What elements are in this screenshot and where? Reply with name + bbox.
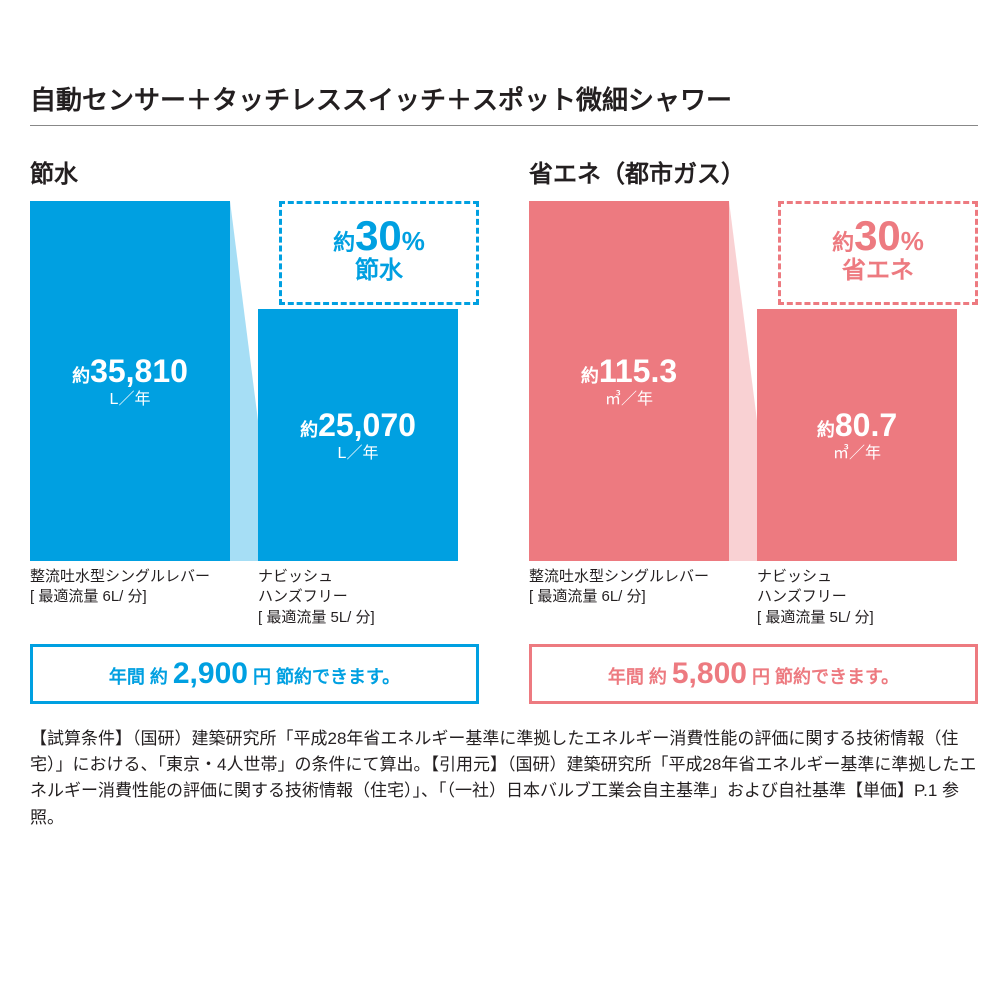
bar-value: 約35,810 L／年 xyxy=(72,354,188,409)
panel-water-bar-after: 約25,070 L／年 xyxy=(258,309,458,561)
panel-energy-badge: 約30% 省エネ xyxy=(778,201,978,305)
panel-energy-savebox: 年間 約 5,800 円 節約できます。 xyxy=(529,644,978,704)
panel-energy: 省エネ（都市ガス） 約115.3 ㎥／年 約80.7 ㎥／年 約30% 省エネ xyxy=(529,154,978,704)
panel-water-savebox: 年間 約 2,900 円 節約できます。 xyxy=(30,644,479,704)
panel-energy-bar-before: 約115.3 ㎥／年 xyxy=(529,201,729,561)
panel-water-heading: 節水 xyxy=(30,154,479,189)
xlabel-after: ナビッシュ ハンズフリー [ 最適流量 5L/ 分] xyxy=(258,567,458,628)
panel-energy-chart: 約115.3 ㎥／年 約80.7 ㎥／年 約30% 省エネ xyxy=(529,201,978,561)
panel-energy-wedge xyxy=(729,201,757,561)
bar-value: 約115.3 ㎥／年 xyxy=(581,354,677,409)
xlabel-before: 整流吐水型シングルレバー [ 最適流量 6L/ 分] xyxy=(30,567,230,628)
bar-value: 約80.7 ㎥／年 xyxy=(817,408,897,463)
bar-value: 約25,070 L／年 xyxy=(300,408,416,463)
page-title: 自動センサー＋タッチレススイッチ＋スポット微細シャワー xyxy=(30,80,978,126)
panel-water-wedge xyxy=(230,201,258,561)
panel-water: 節水 約35,810 L／年 約25,070 L／年 約30% 節水 xyxy=(30,154,479,704)
xlabel-after: ナビッシュ ハンズフリー [ 最適流量 5L/ 分] xyxy=(757,567,957,628)
xlabel-before: 整流吐水型シングルレバー [ 最適流量 6L/ 分] xyxy=(529,567,729,628)
footnote: 【試算条件】（国研）建築研究所「平成28年省エネルギー基準に準拠したエネルギー消… xyxy=(30,726,978,831)
panel-water-bar-before: 約35,810 L／年 xyxy=(30,201,230,561)
panel-water-xlabels: 整流吐水型シングルレバー [ 最適流量 6L/ 分] ナビッシュ ハンズフリー … xyxy=(30,567,479,628)
panel-energy-heading: 省エネ（都市ガス） xyxy=(529,154,978,189)
panel-water-badge: 約30% 節水 xyxy=(279,201,479,305)
panel-energy-bar-after: 約80.7 ㎥／年 xyxy=(757,309,957,561)
panel-water-chart: 約35,810 L／年 約25,070 L／年 約30% 節水 xyxy=(30,201,479,561)
panels: 節水 約35,810 L／年 約25,070 L／年 約30% 節水 xyxy=(30,154,978,704)
panel-energy-xlabels: 整流吐水型シングルレバー [ 最適流量 6L/ 分] ナビッシュ ハンズフリー … xyxy=(529,567,978,628)
